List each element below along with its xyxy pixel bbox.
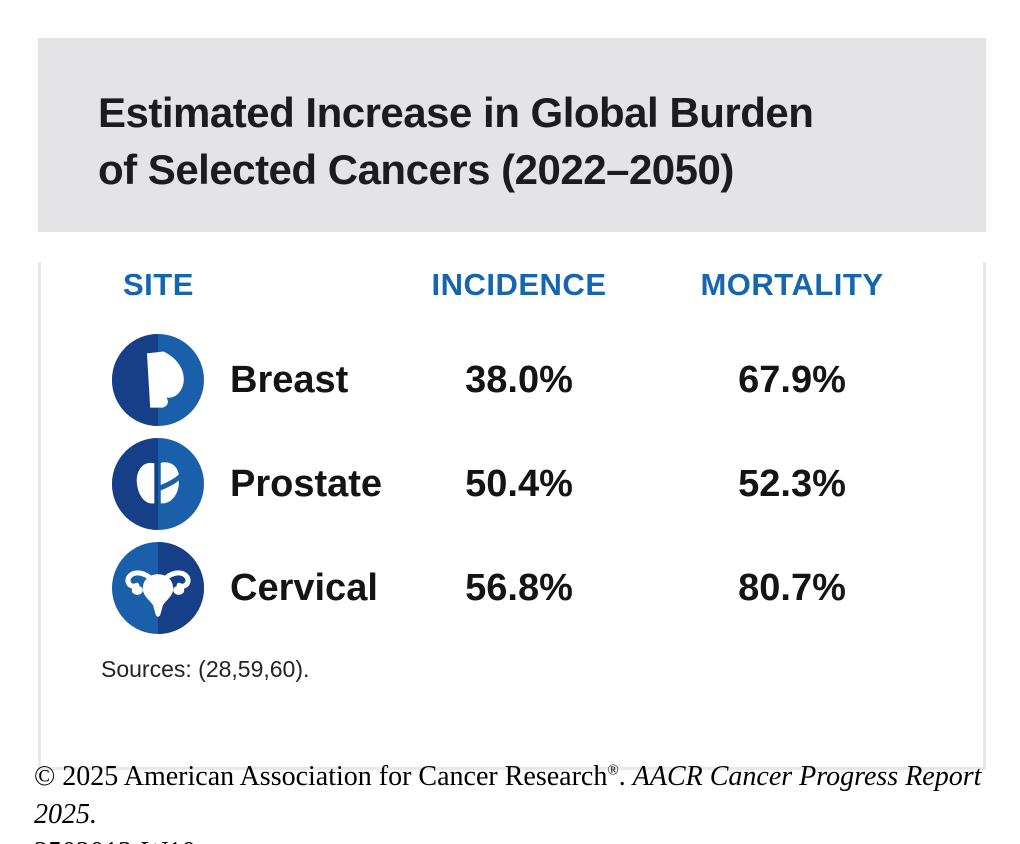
figure-card: Estimated Increase in Global Burden of S… bbox=[38, 38, 986, 770]
table-panel: SITE INCIDENCE MORTALITY Breast 38.0% bbox=[38, 262, 986, 770]
copyright-text: © 2025 American Association for Cancer R… bbox=[34, 761, 608, 792]
column-header-incidence: INCIDENCE bbox=[431, 267, 607, 302]
site-label: Cervical bbox=[230, 566, 378, 609]
breast-icon bbox=[112, 334, 204, 426]
mortality-value: 80.7% bbox=[738, 566, 846, 609]
copyright-footer: © 2025 American Association for Cancer R… bbox=[34, 758, 984, 844]
incidence-value: 56.8% bbox=[465, 566, 573, 609]
figure-title: Estimated Increase in Global Burden of S… bbox=[98, 84, 926, 198]
prostate-icon bbox=[112, 438, 204, 530]
report-title: AACR Cancer Progress Report 2025. bbox=[34, 761, 982, 830]
incidence-value: 38.0% bbox=[465, 358, 573, 401]
mortality-value: 52.3% bbox=[738, 462, 846, 505]
sources-note: Sources: (28,59,60). bbox=[101, 656, 310, 682]
cervical-icon bbox=[112, 542, 204, 634]
title-band: Estimated Increase in Global Burden of S… bbox=[38, 38, 986, 232]
column-header-mortality: MORTALITY bbox=[700, 267, 884, 302]
registered-mark: ® bbox=[607, 762, 619, 779]
table-header-row: SITE INCIDENCE MORTALITY bbox=[112, 262, 983, 308]
separator: . bbox=[618, 761, 633, 792]
figure-code: 2502013-W10. bbox=[34, 834, 984, 844]
table-rows: Breast 38.0% 67.9% Prostate bbox=[41, 328, 983, 640]
table-row-prostate: Prostate 50.4% 52.3% bbox=[112, 432, 983, 536]
site-label: Prostate bbox=[230, 462, 383, 505]
copyright-line: © 2025 American Association for Cancer R… bbox=[34, 758, 984, 834]
figure-title-line2: of Selected Cancers (2022–2050) bbox=[98, 146, 734, 193]
column-header-site: SITE bbox=[123, 267, 194, 302]
mortality-value: 67.9% bbox=[738, 358, 846, 401]
incidence-value: 50.4% bbox=[465, 462, 573, 505]
figure-title-line1: Estimated Increase in Global Burden bbox=[98, 89, 814, 136]
table-row-breast: Breast 38.0% 67.9% bbox=[112, 328, 983, 432]
table-row-cervical: Cervical 56.8% 80.7% bbox=[112, 536, 983, 640]
site-label: Breast bbox=[230, 358, 349, 401]
